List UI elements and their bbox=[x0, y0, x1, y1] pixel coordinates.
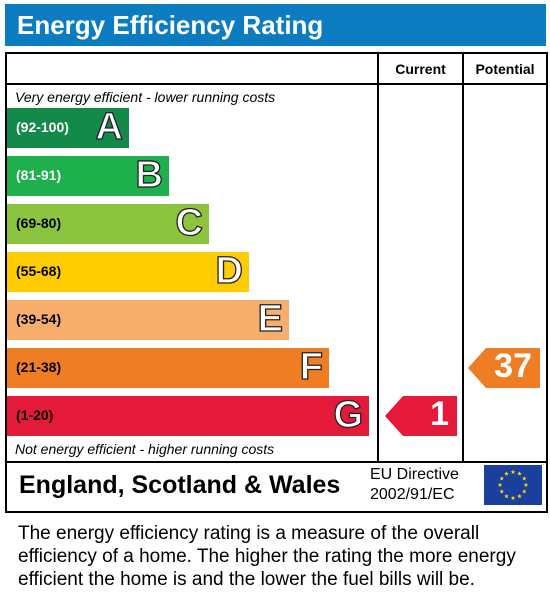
flag-star bbox=[521, 489, 527, 494]
title-bar: Energy Efficiency Rating bbox=[5, 4, 546, 46]
band-letter: F bbox=[299, 345, 324, 388]
flag-star bbox=[517, 493, 522, 499]
directive-line-1: EU Directive bbox=[370, 466, 459, 483]
band-letter: G bbox=[333, 393, 364, 436]
flag-star bbox=[497, 482, 503, 487]
potential-rating-arrow: 37 bbox=[468, 348, 540, 388]
potential-column-header: Potential bbox=[475, 61, 535, 77]
potential-column-divider bbox=[462, 54, 464, 461]
footer: England, Scotland & Wales EU Directive 2… bbox=[5, 461, 548, 513]
band-g: (1-20) G bbox=[7, 393, 369, 437]
band-range-label: (21-38) bbox=[16, 359, 62, 375]
flag-star bbox=[499, 489, 505, 494]
current-rating-arrow-value: 1 bbox=[430, 395, 449, 433]
bottom-caption: Not energy efficient - higher running co… bbox=[15, 441, 275, 457]
band-e: (39-54) E bbox=[7, 297, 289, 341]
eu-directive: EU Directive 2002/91/EC bbox=[370, 465, 459, 505]
band-c: (69-80) C bbox=[7, 201, 209, 245]
description-text: The energy efficiency rating is a measur… bbox=[18, 523, 516, 590]
band-a: (92-100) A bbox=[7, 105, 129, 149]
directive-line-2: 2002/91/EC bbox=[370, 486, 455, 503]
current-rating-arrow: 1 bbox=[385, 396, 457, 436]
header-divider bbox=[7, 83, 546, 85]
flag-star bbox=[499, 476, 505, 481]
flag-star bbox=[504, 471, 509, 476]
band-range-label: (92-100) bbox=[16, 119, 69, 135]
page-title: Energy Efficiency Rating bbox=[17, 10, 324, 40]
region-label: England, Scotland & Wales bbox=[19, 471, 341, 499]
band-letter: E bbox=[257, 297, 284, 340]
band-b: (81-91) B bbox=[7, 153, 169, 197]
band-range-label: (39-54) bbox=[16, 311, 62, 327]
band-range-label: (81-91) bbox=[16, 167, 62, 183]
flag-star bbox=[510, 469, 516, 474]
flag-star bbox=[523, 482, 529, 487]
band-letter: C bbox=[175, 201, 204, 244]
current-column-header: Current bbox=[395, 61, 446, 77]
band-range-label: (69-80) bbox=[16, 215, 62, 231]
potential-rating-arrow-value: 37 bbox=[494, 347, 532, 385]
band-f: (21-38) F bbox=[7, 345, 329, 389]
flag-star bbox=[510, 495, 516, 500]
flag-star bbox=[517, 471, 522, 476]
flag-star bbox=[521, 476, 527, 481]
current-column-divider bbox=[377, 54, 379, 461]
band-letter: B bbox=[135, 153, 164, 196]
band-letter: A bbox=[95, 105, 124, 148]
eu-flag-icon bbox=[484, 465, 542, 505]
flag-star bbox=[504, 493, 509, 499]
band-range-label: (55-68) bbox=[16, 263, 62, 279]
band-range-label: (1-20) bbox=[16, 407, 54, 423]
band-letter: D bbox=[215, 249, 244, 292]
band-d: (55-68) D bbox=[7, 249, 249, 293]
top-caption: Very energy efficient - lower running co… bbox=[15, 89, 276, 105]
rating-chart: Current Potential Very energy efficient … bbox=[5, 52, 548, 463]
